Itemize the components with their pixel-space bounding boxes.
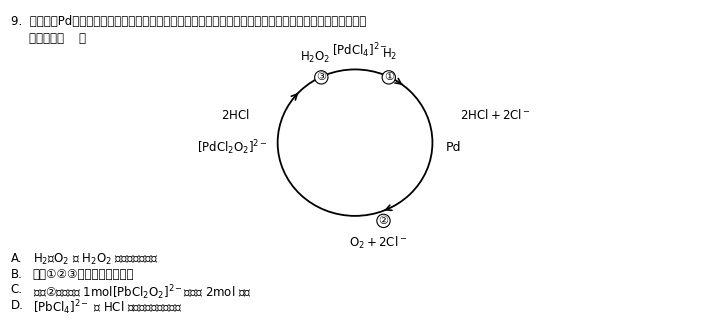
Text: B.: B. [11,268,22,282]
Text: ③: ③ [316,72,326,82]
Text: C.: C. [11,283,23,297]
Text: $\rm O_2+2Cl^-$: $\rm O_2+2Cl^-$ [349,235,407,251]
Text: ②: ② [378,216,388,226]
Text: 反应②中每产生 1mol[PbCl$_2$O$_2$]$^{2-}$，转移 2mol 电子: 反应②中每产生 1mol[PbCl$_2$O$_2$]$^{2-}$，转移 2m… [32,283,252,302]
Text: $\rm[PdCl_4]^{2-}$: $\rm[PdCl_4]^{2-}$ [332,41,388,60]
Text: Pd: Pd [445,141,461,154]
Text: $\rm 2HCl+2Cl^-$: $\rm 2HCl+2Cl^-$ [460,108,531,122]
Text: [PbCl$_4$]$^{2-}$ 和 HCl 均为该反应的催化剂: [PbCl$_4$]$^{2-}$ 和 HCl 均为该反应的催化剂 [32,299,182,317]
Text: $\rm H_2$: $\rm H_2$ [383,47,398,62]
Text: A.: A. [11,252,22,265]
Text: $\rm[PdCl_2O_2]^{2-}$: $\rm[PdCl_2O_2]^{2-}$ [197,138,267,157]
Text: 反应①②③均为氧化还原反应: 反应①②③均为氧化还原反应 [32,268,134,282]
Text: D.: D. [11,299,24,311]
Text: 9.  已知钯（Pd）在化合物中常以正二价形式存在，一种用氢气制备双氧水的反应原理如图所示。下列有关说法: 9. 已知钯（Pd）在化合物中常以正二价形式存在，一种用氢气制备双氧水的反应原理… [11,15,366,28]
Text: 正确的是（    ）: 正确的是（ ） [29,32,86,45]
Text: ①: ① [384,72,394,82]
Text: $\rm H_2O_2$: $\rm H_2O_2$ [300,50,330,65]
Text: $\rm 2HCl$: $\rm 2HCl$ [221,108,250,122]
Text: H$_2$、O$_2$ 和 H$_2$O$_2$ 都是非极性分子: H$_2$、O$_2$ 和 H$_2$O$_2$ 都是非极性分子 [32,252,157,267]
